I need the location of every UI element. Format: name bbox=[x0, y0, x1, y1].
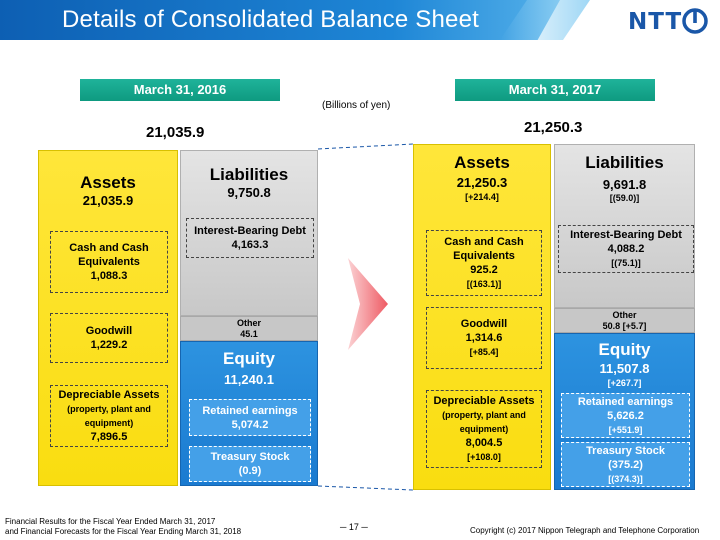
other-value-2016: 45.1 bbox=[240, 329, 258, 339]
depreciable-change-2017: [+108.0] bbox=[467, 452, 501, 462]
footer-line-1: Financial Results for the Fiscal Year En… bbox=[5, 517, 216, 526]
treasury-box-2017: Treasury Stock (375.2) [(374.3)] bbox=[561, 442, 690, 487]
retained-label-2017: Retained earnings bbox=[577, 395, 674, 408]
depreciable-sub2-2017: equipment) bbox=[459, 424, 509, 434]
assets-change-2017: [+214.4] bbox=[465, 192, 499, 202]
depreciable-box-2017: Depreciable Assets (property, plant and … bbox=[426, 390, 542, 468]
cash-label-2016: Cash and Cash bbox=[69, 242, 149, 254]
cash-label-2017: Cash and Cash bbox=[444, 236, 524, 248]
goodwill-box-2016: Goodwill 1,229.2 bbox=[50, 313, 168, 363]
depreciable-box-2016: Depreciable Assets (property, plant and … bbox=[50, 385, 168, 447]
cash-label2-2016: Equivalents bbox=[78, 256, 140, 268]
depreciable-value-2016: 7,896.5 bbox=[90, 431, 128, 443]
retained-value-2017: 5,626.2 bbox=[607, 409, 644, 422]
treasury-box-2016: Treasury Stock (0.9) bbox=[189, 446, 311, 482]
equity-change-2017: [+267.7] bbox=[607, 378, 642, 388]
footer-line-2: and Financial Forecasts for the Fiscal Y… bbox=[5, 527, 242, 536]
total-2017: 21,250.3 bbox=[524, 119, 583, 136]
debt-label-2016: Interest-Bearing Debt bbox=[194, 225, 306, 237]
unit-note: (Billions of yen) bbox=[322, 100, 391, 111]
slide-title: Details of Consolidated Balance Sheet bbox=[62, 6, 479, 33]
cash-box-2016: Cash and Cash Equivalents 1,088.3 bbox=[50, 231, 168, 293]
debt-value-2017: 4,088.2 bbox=[607, 243, 645, 255]
cash-value-2017: 925.2 bbox=[470, 264, 498, 276]
debt-box-2017: Interest-Bearing Debt 4,088.2 [(75.1)] bbox=[558, 225, 694, 273]
depreciable-sub2-2016: equipment) bbox=[84, 418, 134, 428]
depreciable-value-2017: 8,004.5 bbox=[465, 437, 503, 449]
page-number: ─ 17 ─ bbox=[340, 522, 368, 532]
treasury-value-2017: (375.2) bbox=[608, 458, 643, 471]
debt-label-2017: Interest-Bearing Debt bbox=[570, 229, 682, 241]
goodwill-value-2016: 1,229.2 bbox=[90, 339, 128, 351]
liabilities-title-2017: Liabilities bbox=[585, 153, 664, 172]
ntt-logo: NTT bbox=[628, 8, 712, 36]
depreciable-sub1-2016: (property, plant and bbox=[67, 404, 151, 414]
ntt-logo-icon bbox=[682, 8, 708, 34]
header-band bbox=[0, 0, 560, 40]
total-2016: 21,035.9 bbox=[146, 124, 205, 141]
liabilities-value-2017: 9,691.8 bbox=[602, 177, 647, 192]
cash-label2-2017: Equivalents bbox=[453, 250, 515, 262]
debt-change-2017: [(75.1)] bbox=[611, 258, 641, 268]
assets-column-2016: Assets 21,035.9 Cash and Cash Equivalent… bbox=[38, 150, 178, 486]
equity-title-2017: Equity bbox=[598, 340, 651, 359]
treasury-change-2017: [(374.3)] bbox=[608, 473, 643, 484]
depreciable-label-2017: Depreciable Assets bbox=[433, 395, 535, 407]
assets-title-2016: Assets bbox=[80, 173, 136, 192]
other-label-2016: Other bbox=[236, 318, 261, 328]
goodwill-label-2017: Goodwill bbox=[460, 318, 508, 330]
retained-change-2017: [+551.9] bbox=[608, 424, 643, 435]
liabilities-column-2017: Liabilities 9,691.8 [(59.0)] Interest-Be… bbox=[554, 144, 695, 308]
goodwill-change-2017: [+85.4] bbox=[469, 347, 499, 357]
goodwill-value-2017: 1,314.6 bbox=[465, 332, 503, 344]
other-value-2017: 50.8 [+5.7] bbox=[602, 321, 647, 331]
cash-value-2016: 1,088.3 bbox=[90, 270, 128, 282]
liabilities-title-2016: Liabilities bbox=[209, 165, 289, 184]
retained-box-2016: Retained earnings 5,074.2 bbox=[189, 399, 311, 436]
retained-value-2016: 5,074.2 bbox=[231, 418, 269, 431]
debt-box-2016: Interest-Bearing Debt 4,163.3 bbox=[186, 218, 314, 258]
retained-label-2016: Retained earnings bbox=[202, 404, 298, 417]
treasury-label-2017: Treasury Stock bbox=[586, 444, 665, 457]
equity-column-2017: Equity 11,507.8 [+267.7] Retained earnin… bbox=[554, 333, 695, 490]
liabilities-column-2016: Liabilities 9,750.8 Interest-Bearing Deb… bbox=[180, 150, 318, 316]
debt-value-2016: 4,163.3 bbox=[231, 239, 269, 251]
other-column-2017: Other 50.8 [+5.7] bbox=[554, 308, 695, 333]
date-banner-2016: March 31, 2016 bbox=[80, 79, 280, 101]
goodwill-label-2016: Goodwill bbox=[85, 325, 133, 337]
depreciable-label-2016: Depreciable Assets bbox=[58, 389, 160, 401]
equity-title-2016: Equity bbox=[223, 349, 275, 368]
footer-report-title: Financial Results for the Fiscal Year En… bbox=[5, 517, 241, 537]
other-label-2017: Other bbox=[612, 310, 637, 320]
liabilities-value-2016: 9,750.8 bbox=[227, 185, 271, 200]
logo-text: NTT bbox=[628, 9, 683, 35]
goodwill-box-2017: Goodwill 1,314.6 [+85.4] bbox=[426, 307, 542, 369]
assets-value-2016: 21,035.9 bbox=[82, 193, 134, 208]
treasury-label-2016: Treasury Stock bbox=[210, 451, 290, 463]
change-arrow-icon bbox=[348, 258, 388, 350]
depreciable-sub1-2017: (property, plant and bbox=[442, 410, 526, 420]
assets-value-2017: 21,250.3 bbox=[456, 175, 508, 190]
assets-column-2017: Assets 21,250.3 [+214.4] Cash and Cash E… bbox=[413, 144, 551, 490]
slide-header: Details of Consolidated Balance Sheet NT… bbox=[0, 0, 720, 46]
footer-copyright: Copyright (c) 2017 Nippon Telegraph and … bbox=[470, 526, 700, 535]
liabilities-change-2017: [(59.0)] bbox=[609, 193, 640, 203]
date-banner-2017: March 31, 2017 bbox=[455, 79, 655, 101]
assets-title-2017: Assets bbox=[454, 153, 510, 172]
cash-change-2017: [(163.1)] bbox=[466, 279, 502, 289]
equity-column-2016: Equity 11,240.1 Retained earnings 5,074.… bbox=[180, 341, 318, 486]
cash-box-2017: Cash and Cash Equivalents 925.2 [(163.1)… bbox=[426, 230, 542, 296]
equity-value-2016: 11,240.1 bbox=[224, 372, 274, 387]
treasury-value-2016: (0.9) bbox=[238, 465, 262, 477]
equity-value-2017: 11,507.8 bbox=[599, 361, 650, 376]
retained-box-2017: Retained earnings 5,626.2 [+551.9] bbox=[561, 393, 690, 438]
other-column-2016: Other 45.1 bbox=[180, 316, 318, 341]
